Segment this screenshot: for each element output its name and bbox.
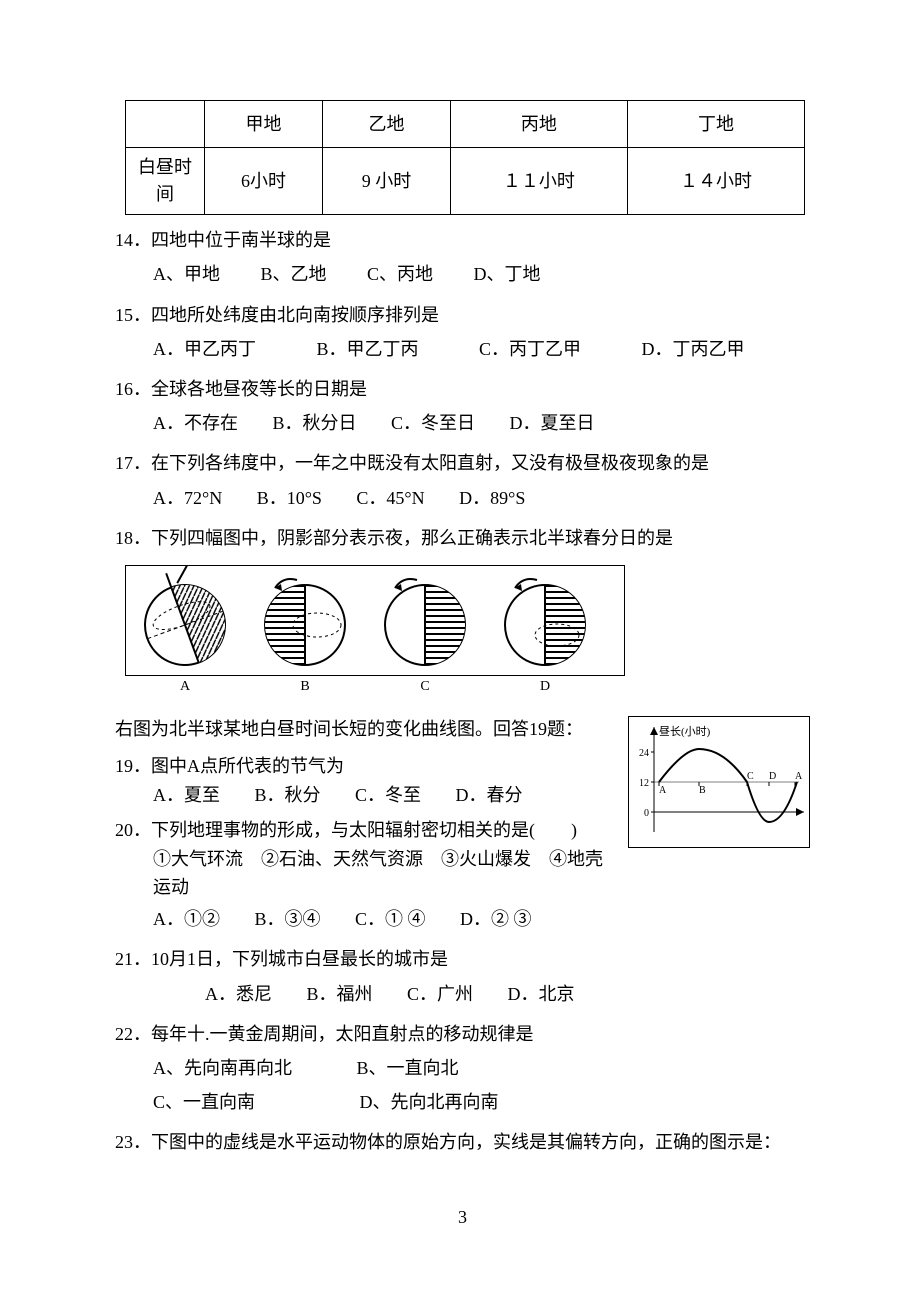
q17-options: A．72°N B．10°S C．45°N D．89°S <box>115 481 810 515</box>
q19-A: A．夏至 <box>153 781 220 810</box>
cell-bing: １１小时 <box>450 148 627 215</box>
q15-D: D．丁丙乙甲 <box>642 332 745 366</box>
q14-C: C、丙地 <box>367 257 433 291</box>
q14-D: D、丁地 <box>474 257 541 291</box>
q18-diagram: A B C D <box>125 565 810 706</box>
q15-options: A．甲乙丙丁 B．甲乙丁丙 C．丙丁乙甲 D．丁丙乙甲 <box>115 332 810 366</box>
q17-B: B．10°S <box>257 481 322 515</box>
q21-A: A．悉尼 <box>205 977 272 1011</box>
q19-chart: 0 12 24 昼长(小时) A B C D A <box>628 716 810 848</box>
q15-stem: 15．四地所处纬度由北向南按顺序排列是 <box>115 298 810 332</box>
q18-label-D: D <box>540 679 550 694</box>
q22-B: B、一直向北 <box>357 1051 459 1085</box>
table-header-row: 甲地 乙地 丙地 丁地 <box>126 101 805 148</box>
row-label: 白昼时间 <box>126 148 205 215</box>
q21-options: A．悉尼 B．福州 C．广州 D．北京 <box>115 977 810 1011</box>
cell-ding: １４小时 <box>627 148 804 215</box>
page-number: 3 <box>115 1200 810 1234</box>
q16-B: B．秋分日 <box>273 406 357 440</box>
q22-options-row2: C、一直向南 D、先向北再向南 <box>115 1085 810 1119</box>
svg-text:C: C <box>747 771 754 782</box>
q22-A: A、先向南再向北 <box>153 1051 292 1085</box>
q15-C: C．丙丁乙甲 <box>479 332 581 366</box>
svg-text:A: A <box>659 785 667 796</box>
svg-text:A: A <box>795 771 803 782</box>
q14-options: A、甲地 B、乙地 C、丙地 D、丁地 <box>115 257 810 291</box>
q18-label-B: B <box>300 679 309 694</box>
th-yi: 乙地 <box>323 101 451 148</box>
q18-label-A: A <box>180 679 191 694</box>
svg-text:B: B <box>699 785 706 796</box>
q16-stem: 16．全球各地昼夜等长的日期是 <box>115 372 810 406</box>
q20-options: A．①② B．③④ C．① ④ D．② ③ <box>115 902 810 936</box>
q19-D: D．春分 <box>456 781 523 810</box>
q19-ylabel: 昼长(小时) <box>659 725 711 738</box>
daylight-table: 甲地 乙地 丙地 丁地 白昼时间 6小时 9 小时 １１小时 １４小时 <box>125 100 805 215</box>
q20-D: D．② ③ <box>460 902 532 936</box>
q19-C: C．冬至 <box>355 781 421 810</box>
q20-C: C．① ④ <box>355 902 426 936</box>
cell-yi: 9 小时 <box>323 148 451 215</box>
q21-stem: 21．10月1日，下列城市白昼最长的城市是 <box>115 942 810 976</box>
th-blank <box>126 101 205 148</box>
q21-D: D．北京 <box>508 977 575 1011</box>
q20-A: A．①② <box>153 902 220 936</box>
q22-C: C、一直向南 <box>153 1085 255 1119</box>
q15-A: A．甲乙丙丁 <box>153 332 256 366</box>
q15-B: B．甲乙丁丙 <box>317 332 419 366</box>
q20-B: B．③④ <box>255 902 321 936</box>
q16-A: A．不存在 <box>153 406 238 440</box>
table-data-row: 白昼时间 6小时 9 小时 １１小时 １４小时 <box>126 148 805 215</box>
q22-stem: 22．每年十.一黄金周期间，太阳直射点的移动规律是 <box>115 1017 810 1051</box>
q19-B: B．秋分 <box>255 781 321 810</box>
svg-text:24: 24 <box>639 748 649 759</box>
q14-A: A、甲地 <box>153 257 220 291</box>
q17-stem: 17．在下列各纬度中，一年之中既没有太阳直射，又没有极昼极夜现象的是 <box>115 446 810 480</box>
svg-text:D: D <box>769 771 776 782</box>
svg-text:0: 0 <box>644 808 649 819</box>
cell-jia: 6小时 <box>205 148 323 215</box>
q16-D: D．夏至日 <box>510 406 595 440</box>
q22-options-row1: A、先向南再向北 B、一直向北 <box>115 1051 810 1085</box>
q23-stem: 23．下图中的虚线是水平运动物体的原始方向，实线是其偏转方向，正确的图示是： <box>115 1125 810 1159</box>
q21-B: B．福州 <box>307 977 373 1011</box>
q16-options: A．不存在 B．秋分日 C．冬至日 D．夏至日 <box>115 406 810 440</box>
th-jia: 甲地 <box>205 101 323 148</box>
q14-B: B、乙地 <box>261 257 327 291</box>
q21-C: C．广州 <box>407 977 473 1011</box>
q18-label-C: C <box>420 679 429 694</box>
th-ding: 丁地 <box>627 101 804 148</box>
svg-text:12: 12 <box>639 778 649 789</box>
th-bing: 丙地 <box>450 101 627 148</box>
q18-stem: 18．下列四幅图中，阴影部分表示夜，那么正确表示北半球春分日的是 <box>115 521 810 555</box>
q22-D: D、先向北再向南 <box>360 1085 499 1119</box>
q17-C: C．45°N <box>356 481 424 515</box>
q17-A: A．72°N <box>153 481 222 515</box>
q16-C: C．冬至日 <box>391 406 475 440</box>
q14-stem: 14．四地中位于南半球的是 <box>115 223 810 257</box>
q17-D: D．89°S <box>459 481 525 515</box>
q20-items: ①大气环流 ②石油、天然气资源 ③火山爆发 ④地壳运动 <box>115 845 810 903</box>
